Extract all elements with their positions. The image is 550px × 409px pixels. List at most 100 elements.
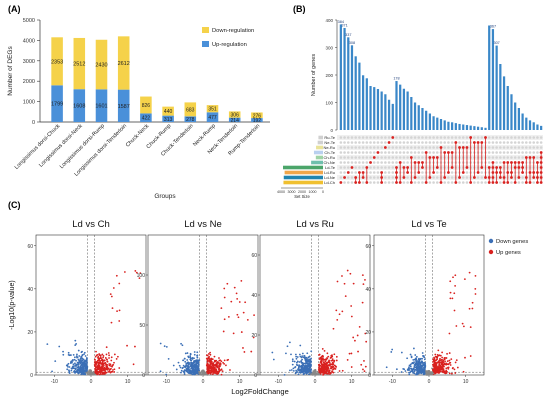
- matrix-dot-empty: [361, 166, 365, 169]
- up-gene-point: [435, 368, 438, 371]
- set-size-tick-label: 2000: [298, 190, 306, 194]
- matrix-dot-empty: [502, 136, 506, 139]
- matrix-dot-empty: [506, 136, 510, 139]
- matrix-dot-empty: [513, 146, 517, 149]
- down-gene-point: [309, 369, 312, 371]
- bar-down-regulation: [206, 105, 219, 113]
- matrix-dot-empty: [506, 141, 510, 144]
- matrix-dot-empty: [421, 151, 424, 154]
- matrix-dot-empty: [372, 136, 376, 139]
- volcano-y-tick-label: 20: [365, 330, 371, 336]
- up-gene-point: [363, 370, 366, 373]
- matrix-dot-active: [495, 166, 499, 169]
- down-gene-point: [190, 359, 193, 362]
- ns-gene-point: [90, 369, 92, 371]
- matrix-dot-active: [539, 161, 543, 164]
- ns-gene-point: [313, 372, 315, 375]
- matrix-dot-active: [380, 176, 384, 179]
- up-gene-point: [220, 307, 223, 310]
- matrix-dot-empty: [435, 176, 439, 179]
- up-gene-point: [361, 274, 364, 277]
- matrix-dot-empty: [476, 176, 480, 179]
- down-gene-point: [286, 345, 289, 348]
- up-gene-point: [115, 274, 118, 277]
- down-gene-point: [189, 358, 192, 361]
- down-gene-point: [46, 343, 49, 345]
- matrix-dot-empty: [421, 181, 424, 184]
- up-gene-point: [100, 362, 103, 365]
- matrix-dot-empty: [424, 146, 428, 149]
- up-gene-point: [434, 361, 437, 364]
- matrix-dot-empty: [343, 151, 346, 154]
- down-gene-point: [195, 360, 198, 362]
- matrix-dot-empty: [513, 151, 517, 154]
- matrix-dot-active: [532, 156, 536, 159]
- upset-y-tick-label: 100: [325, 101, 333, 106]
- up-gene-point: [432, 360, 434, 363]
- down-gene-point: [406, 368, 409, 371]
- up-gene-point: [434, 372, 436, 375]
- down-gene-point: [295, 357, 298, 360]
- up-gene-point: [105, 346, 108, 349]
- down-gene-point: [194, 366, 196, 369]
- matrix-dot-empty: [432, 146, 435, 149]
- matrix-dot-active: [439, 146, 443, 149]
- down-gene-point: [294, 365, 297, 368]
- up-gene-point: [343, 282, 346, 285]
- up-gene-point: [210, 370, 212, 373]
- up-gene-point: [320, 365, 323, 368]
- matrix-dot-empty: [521, 141, 524, 144]
- up-gene-point: [320, 361, 323, 364]
- down-gene-point: [194, 368, 197, 371]
- matrix-dot-empty: [410, 136, 413, 139]
- up-gene-point: [109, 365, 112, 367]
- matrix-dot-empty: [358, 136, 361, 139]
- down-gene-point: [159, 342, 162, 345]
- ns-gene-point: [425, 370, 427, 372]
- y-tick-label: 4000: [23, 38, 35, 44]
- matrix-dot-empty: [458, 181, 461, 184]
- up-gene-point: [326, 369, 329, 372]
- down-gene-point: [54, 360, 57, 363]
- matrix-dot-empty: [476, 181, 480, 184]
- up-gene-point: [214, 364, 217, 366]
- up-gene-point: [207, 371, 209, 374]
- up-gene-point: [242, 311, 245, 314]
- up-gene-point: [227, 358, 230, 361]
- matrix-dot-active: [387, 141, 391, 144]
- matrix-dot-active: [491, 181, 495, 184]
- matrix-dot-empty: [391, 176, 395, 179]
- volcano-y-tick-label: 20: [251, 333, 257, 339]
- volcano-y-tick-label: 0: [254, 373, 257, 379]
- down-gene-point: [420, 367, 423, 369]
- matrix-dot-active: [510, 161, 513, 164]
- up-gene-point: [232, 332, 235, 335]
- up-gene-point: [354, 339, 356, 342]
- matrix-dot-empty: [406, 141, 409, 144]
- down-gene-point: [193, 360, 195, 363]
- matrix-dot-empty: [350, 156, 354, 159]
- matrix-dot-empty: [417, 136, 421, 139]
- down-gene-point: [78, 368, 81, 371]
- set-size-tick-label: 3000: [288, 190, 296, 194]
- upset-bar: [339, 24, 342, 130]
- down-gene-point: [413, 372, 416, 375]
- down-gene-point: [416, 373, 419, 376]
- matrix-dot-active: [461, 171, 465, 174]
- matrix-dot-empty: [525, 146, 528, 149]
- upset-bar: [502, 76, 506, 130]
- up-gene-point: [209, 353, 212, 356]
- set-size-tick-label: 4000: [277, 190, 285, 194]
- matrix-dot-empty: [391, 171, 395, 174]
- down-gene-point: [415, 373, 417, 376]
- matrix-dot-empty: [421, 136, 424, 139]
- matrix-dot-active: [339, 181, 343, 184]
- down-gene-point: [417, 372, 420, 375]
- volcano-x-tick-label: 0: [90, 379, 93, 385]
- down-gene-point: [297, 366, 300, 369]
- up-gene-point: [469, 326, 472, 328]
- volcano-y-tick-label: 0: [368, 373, 371, 379]
- down-gene-point: [292, 367, 295, 370]
- matrix-dot-active: [406, 166, 410, 169]
- up-gene-point: [210, 360, 212, 363]
